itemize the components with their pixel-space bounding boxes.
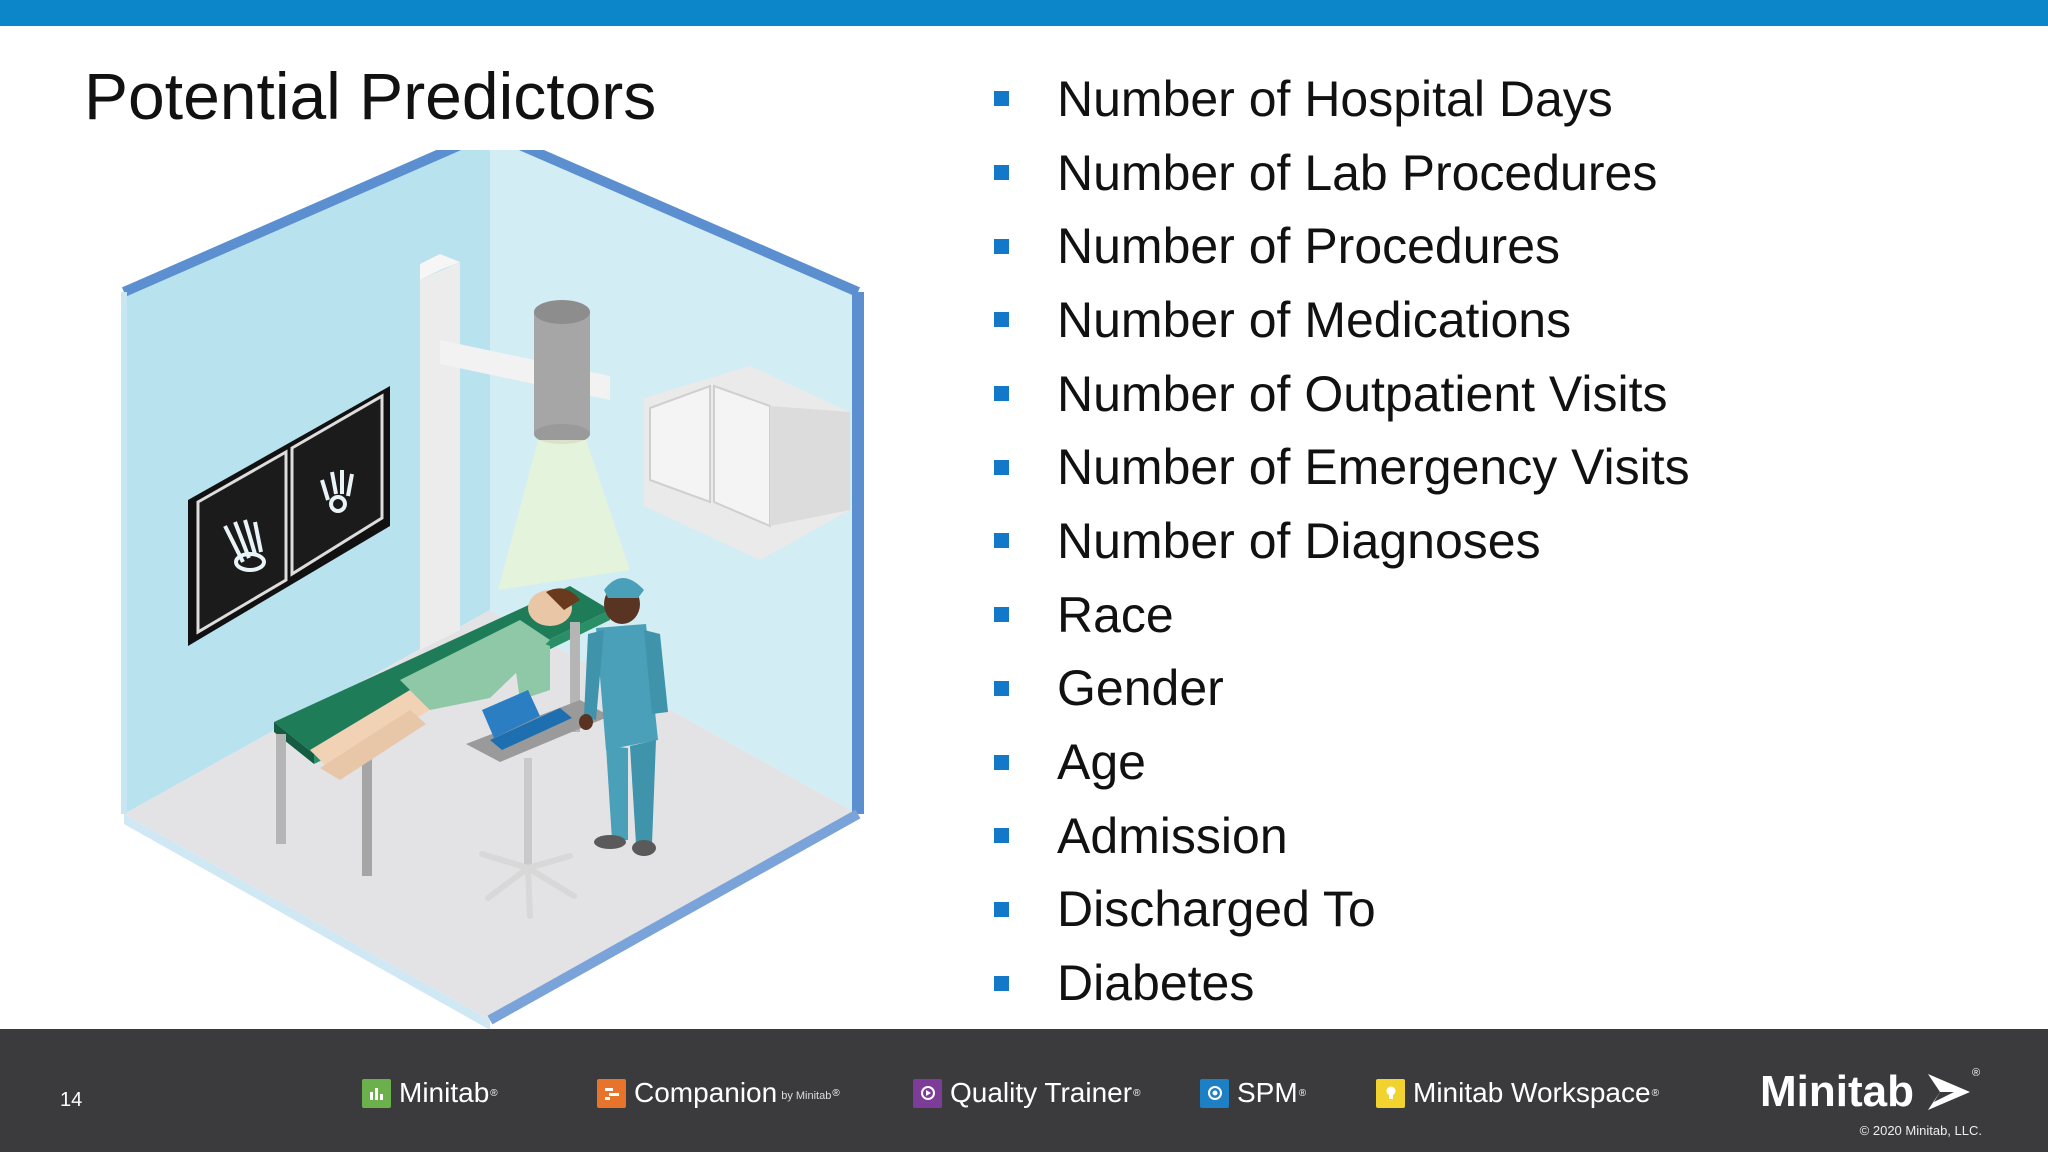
registered-mark: ® [832, 1087, 840, 1099]
product-minitab: Minitab ® [362, 1077, 498, 1109]
list-item: Number of Medications [990, 283, 1690, 357]
list-item: Number of Outpatient Visits [990, 357, 1690, 431]
registered-mark: ® [490, 1087, 498, 1099]
product-name: Minitab [399, 1077, 490, 1108]
patient-monitor [466, 690, 610, 919]
bullet-icon [994, 238, 1009, 254]
predictor-label: Gender [1057, 660, 1224, 717]
spm-icon [1200, 1078, 1229, 1108]
list-item: Race [990, 578, 1690, 652]
hospital-room-illustration [121, 150, 864, 1030]
registered-mark: ® [1298, 1087, 1307, 1099]
list-item: Number of Diagnoses [990, 504, 1690, 578]
registered-mark: ® [1971, 1067, 1981, 1079]
predictor-label: Number of Procedures [1057, 218, 1561, 275]
product-name: Quality Trainer [950, 1077, 1133, 1108]
bullet-icon [994, 901, 1009, 917]
bullet-icon [994, 91, 1009, 107]
registered-mark: ® [1133, 1087, 1141, 1099]
bullet-icon [994, 975, 1009, 991]
room-frame [121, 150, 860, 297]
bullet-icon [994, 828, 1009, 844]
predictor-label: Admission [1057, 807, 1288, 864]
predictor-label: Diabetes [1057, 955, 1255, 1012]
predictor-label: Number of Outpatient Visits [1057, 365, 1668, 422]
product-name: Companion [634, 1077, 778, 1108]
predictor-label: Discharged To [1057, 881, 1376, 938]
list-item: Number of Lab Procedures [990, 136, 1690, 210]
list-item: Discharged To [990, 873, 1690, 947]
product-companion: Companion by Minitab ® [597, 1077, 840, 1109]
copyright: © 2020 Minitab, LLC. [1859, 1123, 1982, 1138]
predictor-label: Number of Medications [1057, 291, 1572, 348]
product-spm: SPM ® [1200, 1077, 1306, 1109]
page-number: 14 [60, 1089, 83, 1111]
bullet-icon [994, 607, 1009, 623]
slide-footer: 14 Minitab ® Companion by Minitab ® Quality… [0, 1029, 2048, 1152]
list-item: Age [990, 725, 1690, 799]
bullet-icon [994, 754, 1009, 770]
list-item: Admission [990, 799, 1690, 873]
bullet-icon [994, 533, 1009, 549]
list-item: Gender [990, 652, 1690, 726]
quality-trainer-icon [913, 1078, 942, 1108]
patient [310, 588, 580, 780]
doctor [579, 578, 668, 856]
lamp-arm [420, 262, 460, 650]
minitab-brand-logo: Minitab ® [1760, 1067, 1980, 1117]
slide-title: Potential Predictors [84, 59, 657, 133]
predictor-label: Race [1057, 586, 1174, 643]
registered-mark: ® [1651, 1087, 1659, 1099]
list-item: Number of Hospital Days [990, 62, 1690, 136]
bullet-icon [994, 165, 1009, 181]
list-item: Diabetes [990, 946, 1690, 1020]
bullet-icon [994, 459, 1009, 475]
companion-icon [597, 1078, 626, 1108]
predictor-label: Age [1057, 734, 1146, 791]
predictor-list: Number of Hospital Days Number of Lab Pr… [990, 62, 1690, 1020]
bullet-icon [994, 312, 1009, 328]
surgical-lamp [534, 312, 590, 434]
product-name: SPM [1237, 1077, 1298, 1108]
bullet-icon [994, 386, 1009, 402]
product-quality-trainer: Quality Trainer ® [913, 1077, 1140, 1109]
predictor-label: Number of Diagnoses [1057, 512, 1541, 569]
predictor-label: Number of Lab Procedures [1057, 144, 1658, 201]
workspace-bulb-icon [1376, 1078, 1405, 1108]
list-item: Number of Procedures [990, 209, 1690, 283]
predictor-label: Number of Hospital Days [1057, 70, 1613, 127]
minitab-chart-icon [362, 1078, 391, 1108]
bullet-icon [994, 680, 1009, 696]
minitab-arrow-icon [1927, 1074, 1970, 1110]
list-item: Number of Emergency Visits [990, 430, 1690, 504]
lamp-light [498, 440, 630, 590]
top-accent-bar [0, 0, 2048, 26]
brand-name: Minitab [1760, 1067, 1914, 1116]
product-name: Minitab Workspace [1413, 1077, 1651, 1108]
product-minitab-workspace: Minitab Workspace ® [1376, 1077, 1659, 1109]
predictor-label: Number of Emergency Visits [1057, 439, 1690, 496]
product-byline: by Minitab [781, 1090, 832, 1102]
